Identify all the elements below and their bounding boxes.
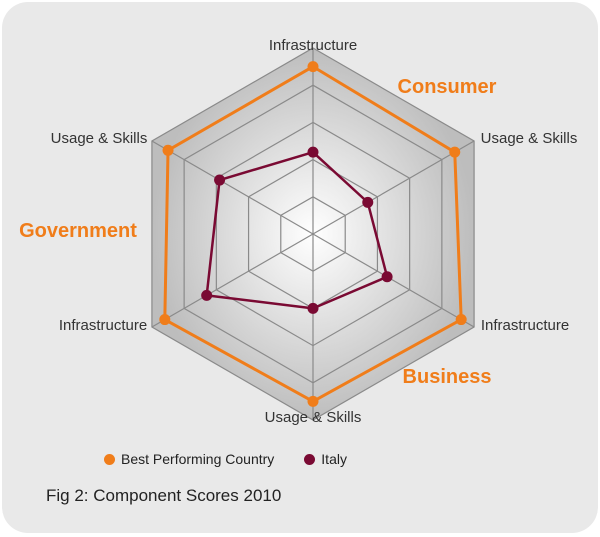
grid-spoke-2 bbox=[312, 233, 475, 328]
axis-label-5: Usage & Skills bbox=[51, 130, 148, 147]
axis-label-1: Usage & Skills bbox=[481, 130, 578, 147]
series-point-italy-0 bbox=[307, 146, 319, 158]
group-label-business: Business bbox=[403, 366, 492, 388]
legend-marker-best bbox=[104, 453, 115, 465]
series-point-best-2 bbox=[455, 314, 467, 326]
legend-label-best: Best Performing Country bbox=[121, 451, 275, 467]
series-point-best-3 bbox=[307, 395, 319, 407]
legend-item-best: Best Performing Country bbox=[104, 451, 274, 467]
series-point-best-4 bbox=[159, 314, 171, 326]
series-point-italy-4 bbox=[201, 289, 213, 301]
legend-label-italy: Italy bbox=[321, 451, 347, 467]
series-point-best-0 bbox=[307, 61, 319, 73]
series-point-best-1 bbox=[449, 146, 461, 158]
series-point-italy-5 bbox=[214, 174, 226, 186]
series-point-best-5 bbox=[162, 144, 174, 156]
figure-caption: Fig 2: Component Scores 2010 bbox=[46, 486, 282, 505]
legend: Best Performing Country Italy bbox=[104, 451, 377, 467]
series-point-italy-3 bbox=[307, 302, 319, 314]
series-point-italy-1 bbox=[362, 196, 374, 208]
axis-label-0: Infrastructure bbox=[269, 37, 357, 54]
axis-label-3: Usage & Skills bbox=[265, 409, 362, 426]
legend-marker-italy bbox=[304, 453, 316, 465]
legend-item-italy: Italy bbox=[304, 451, 347, 467]
group-label-consumer: Consumer bbox=[398, 76, 497, 98]
axis-label-4: Infrastructure bbox=[59, 317, 147, 334]
grid-spoke-4 bbox=[151, 233, 314, 328]
series-point-italy-2 bbox=[381, 271, 393, 283]
axis-label-2: Infrastructure bbox=[481, 317, 569, 334]
grid-spoke-5 bbox=[151, 140, 314, 235]
group-label-government: Government bbox=[19, 220, 137, 242]
grid-spoke-1 bbox=[312, 140, 475, 235]
